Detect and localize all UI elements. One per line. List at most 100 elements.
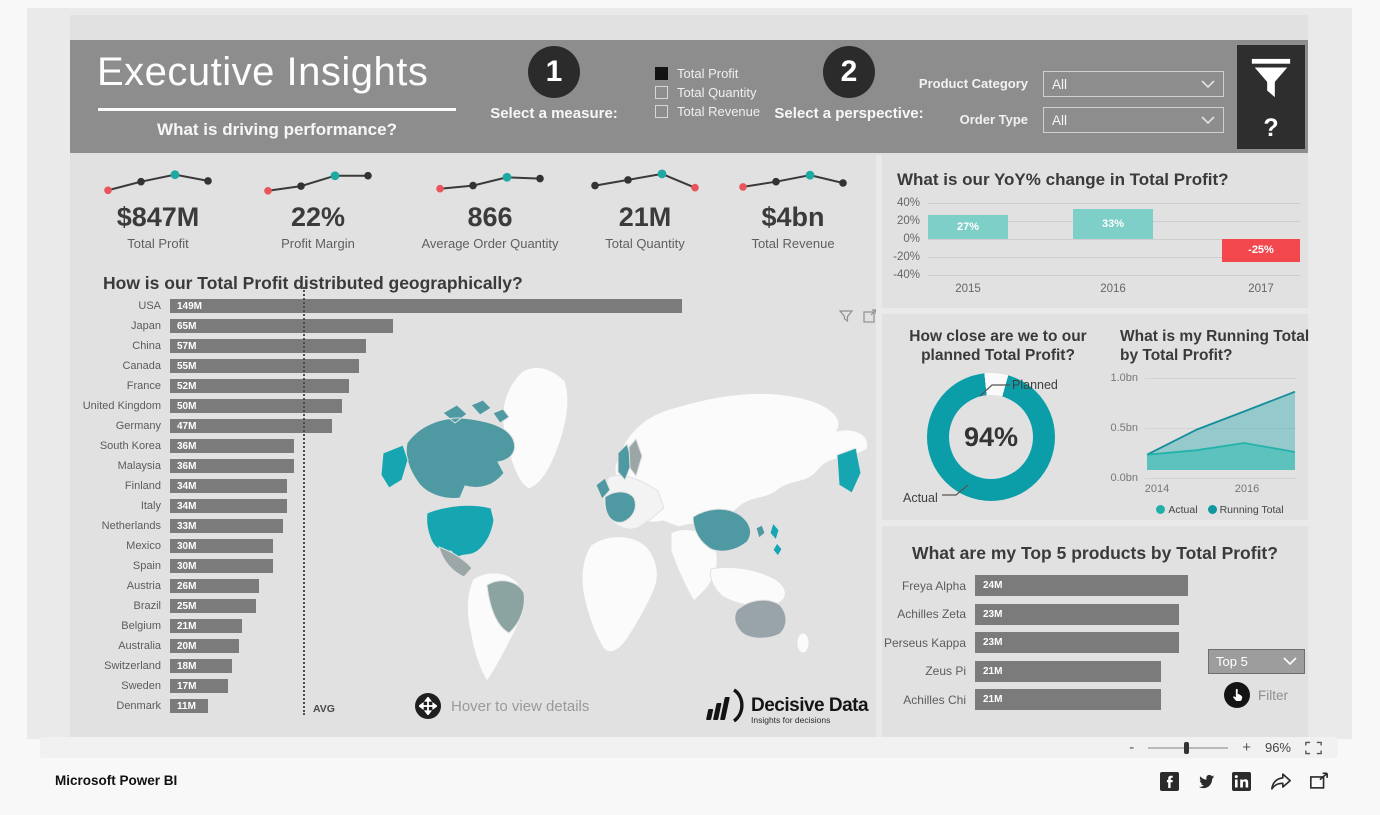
geo-bar-row[interactable]: Spain 30M	[78, 556, 698, 576]
top5-bar-row[interactable]: Freya Alpha 24M	[882, 575, 1302, 596]
profit-bar[interactable]: 23M	[975, 603, 1179, 625]
profit-bar[interactable]: 20M	[170, 639, 239, 653]
top5-chart-title: What are my Top 5 products by Total Prof…	[912, 543, 1278, 563]
geo-bar-row[interactable]: Belgium 21M	[78, 616, 698, 636]
kpi-value: $4bn	[761, 202, 825, 232]
order-type-dropdown[interactable]: All	[1043, 107, 1224, 133]
geo-bar-row[interactable]: Switzerland 18M	[78, 656, 698, 676]
geo-bar-row[interactable]: Germany 47M	[78, 416, 698, 436]
chart-legend: Actual Running Total	[1130, 504, 1310, 516]
fit-to-page-icon[interactable]	[1305, 741, 1322, 755]
filter-hint[interactable]: Filter	[1224, 682, 1288, 708]
twitter-icon[interactable]	[1196, 772, 1217, 796]
zoom-slider-handle[interactable]	[1184, 741, 1190, 754]
order-type-label: Order Type	[959, 112, 1028, 127]
checkbox-icon[interactable]	[655, 86, 668, 99]
profit-bar[interactable]: 21M	[975, 660, 1161, 682]
geo-bar-row[interactable]: Canada 55M	[78, 356, 698, 376]
profit-bar[interactable]: 36M	[170, 439, 294, 453]
geo-bar-row[interactable]: Austria 26M	[78, 576, 698, 596]
profit-bar[interactable]: 30M	[170, 559, 273, 573]
profit-bar[interactable]: 34M	[170, 479, 287, 493]
y-axis-tick: 0.5bn	[1110, 422, 1138, 434]
profit-bar[interactable]: 17M	[170, 679, 228, 693]
kpi-total-revenue[interactable]: $4bn Total Revenue	[723, 165, 863, 251]
profit-bar[interactable]: 55M	[170, 359, 359, 373]
kpi-label: Total Quantity	[605, 236, 685, 251]
profit-bar[interactable]: 36M	[170, 459, 294, 473]
filter-panel-button[interactable]: ?	[1237, 45, 1305, 149]
profit-bar[interactable]: 52M	[170, 379, 349, 393]
geo-bar-row[interactable]: Australia 20M	[78, 636, 698, 656]
open-in-new-window-icon[interactable]	[1309, 772, 1329, 796]
geo-bar-row[interactable]: Japan 65M	[78, 316, 698, 336]
share-icon[interactable]	[1270, 772, 1292, 796]
measure-option-total-quantity[interactable]: Total Quantity	[655, 83, 760, 102]
y-axis-tick: 40%	[896, 197, 920, 209]
geo-bar-row[interactable]: South Korea 36M	[78, 436, 698, 456]
geo-bar-row[interactable]: Finland 34M	[78, 476, 698, 496]
profit-bar[interactable]: 34M	[170, 499, 287, 513]
top5-bar-row[interactable]: Perseus Kappa 23M	[882, 632, 1302, 653]
profit-bar[interactable]: 18M	[170, 659, 232, 673]
zoom-slider[interactable]	[1148, 741, 1229, 754]
profit-bar[interactable]: 33M	[170, 519, 283, 533]
profit-bar[interactable]: 24M	[975, 575, 1188, 596]
geo-bar-row[interactable]: Sweden 17M	[78, 676, 698, 696]
world-map[interactable]	[375, 327, 910, 712]
visual-filter-icon[interactable]	[838, 308, 854, 324]
profit-bar[interactable]: 23M	[975, 632, 1179, 653]
yoy-bar[interactable]: 33%	[1073, 209, 1153, 239]
linkedin-icon[interactable]	[1232, 772, 1251, 796]
map-far-east-region	[836, 447, 862, 494]
kpi-average-order-quantity[interactable]: 866 Average Order Quantity	[407, 165, 573, 251]
yoy-bar[interactable]: 27%	[928, 214, 1008, 239]
product-category-dropdown[interactable]: All	[1043, 71, 1224, 97]
geo-bar-row[interactable]: Netherlands 33M	[78, 516, 698, 536]
topn-dropdown[interactable]: Top 5	[1208, 649, 1305, 674]
step-2: 2 Select a perspective:	[774, 46, 924, 122]
profit-bar[interactable]: 21M	[170, 619, 242, 633]
top5-bar-row[interactable]: Zeus Pi 21M	[882, 660, 1302, 682]
chevron-down-icon	[1283, 657, 1297, 666]
zoom-out-button[interactable]: -	[1129, 738, 1135, 756]
zoom-in-button[interactable]: +	[1242, 738, 1251, 756]
facebook-icon[interactable]	[1160, 772, 1179, 796]
profit-bar[interactable]: 57M	[170, 339, 366, 353]
profit-bar[interactable]: 50M	[170, 399, 342, 413]
profit-bar[interactable]: 11M	[170, 699, 208, 713]
geo-bar-row[interactable]: Denmark 11M	[78, 696, 698, 716]
profit-bar[interactable]: 65M	[170, 319, 393, 333]
map-uk	[595, 477, 611, 500]
top5-bar-row[interactable]: Achilles Chi 21M	[882, 689, 1302, 710]
checkbox-icon[interactable]	[655, 67, 668, 80]
profit-bar[interactable]: 47M	[170, 419, 332, 433]
profit-bar[interactable]: 25M	[170, 599, 256, 613]
funnel-icon	[1251, 58, 1291, 98]
planned-vs-actual-donut[interactable]: 94%	[927, 373, 1055, 501]
chevron-down-icon	[1201, 79, 1215, 88]
geo-bar-row[interactable]: Brazil 25M	[78, 596, 698, 616]
geo-bar-row[interactable]: Mexico 30M	[78, 536, 698, 556]
top5-bar-row[interactable]: Achilles Zeta 23M	[882, 603, 1302, 625]
profit-bar[interactable]: 26M	[170, 579, 259, 593]
geo-bar-row[interactable]: China 57M	[78, 336, 698, 356]
geo-bar-row[interactable]: Italy 34M	[78, 496, 698, 516]
profit-bar[interactable]: 30M	[170, 539, 273, 553]
profit-bar[interactable]: 149M	[170, 299, 682, 313]
geo-bar-row[interactable]: United Kingdom 50M	[78, 396, 698, 416]
checkbox-icon[interactable]	[655, 105, 668, 118]
running-total-area-chart[interactable]	[1145, 375, 1297, 479]
geo-bar-row[interactable]: USA 149M	[78, 296, 698, 316]
kpi-profit-margin[interactable]: 22% Profit Margin	[248, 165, 388, 251]
planned-leader-line	[979, 384, 1010, 397]
profit-bar[interactable]: 21M	[975, 689, 1161, 710]
country-label: Australia	[118, 640, 161, 652]
kpi-total-profit[interactable]: $847M Total Profit	[88, 165, 228, 251]
measure-option-total-revenue[interactable]: Total Revenue	[655, 102, 760, 121]
measure-option-total-profit[interactable]: Total Profit	[655, 64, 760, 83]
help-icon[interactable]: ?	[1263, 114, 1279, 142]
kpi-total-quantity[interactable]: 21M Total Quantity	[575, 165, 715, 251]
yoy-bar[interactable]: -25%	[1222, 239, 1300, 262]
geo-bar-row[interactable]: Malaysia 36M	[78, 456, 698, 476]
